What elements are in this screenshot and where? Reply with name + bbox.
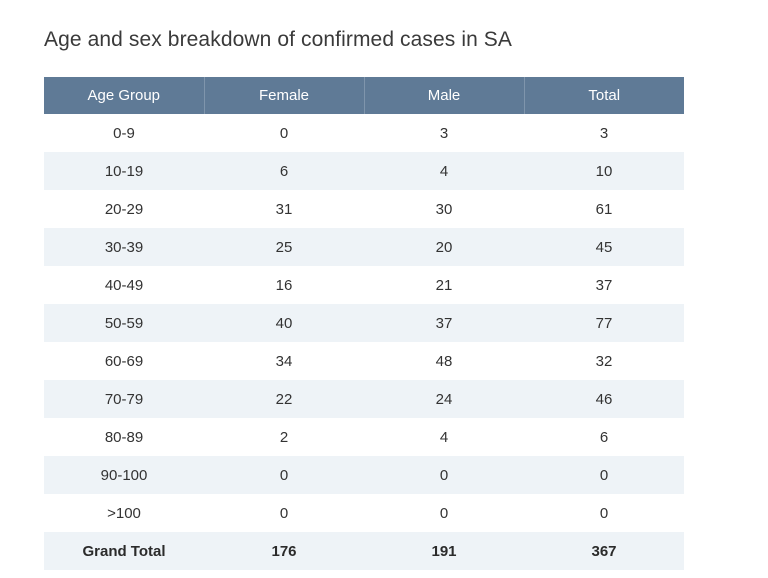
column-header-age-group: Age Group [44, 77, 205, 114]
male-cell: 0 [439, 504, 449, 522]
age-group-cell: 50-59 [44, 304, 204, 342]
total-cell: 32 [595, 352, 613, 370]
female-cell: 25 [204, 228, 364, 266]
age-group-cell: 80-89 [104, 428, 144, 446]
column-header-male: Male [364, 77, 525, 114]
table-row: 70-79 22 24 46 [44, 380, 684, 418]
grand-total-total: 367 [524, 532, 684, 570]
table-row: 50-59 40 37 77 [44, 304, 684, 342]
total-cell: 45 [524, 228, 684, 266]
table-row: 90-100 0 0 0 [44, 456, 684, 494]
total-cell: 77 [524, 304, 684, 342]
age-group-cell: 10-19 [44, 152, 204, 190]
female-cell: 0 [279, 124, 289, 142]
table-row: 0-9 0 3 3 [44, 114, 684, 152]
male-cell: 21 [435, 276, 453, 294]
total-cell: 6 [599, 428, 609, 446]
female-cell: 2 [279, 428, 289, 446]
male-cell: 0 [364, 456, 524, 494]
column-header-total: Total [524, 77, 684, 114]
male-cell: 3 [439, 124, 449, 142]
table-header: Age Group Female Male Total [44, 77, 684, 114]
table-row: 20-29 31 30 61 [44, 190, 684, 228]
table-body: 0-9 0 3 3 10-19 6 4 10 20-29 31 30 61 30… [44, 114, 684, 570]
male-cell: 24 [364, 380, 524, 418]
male-cell: 30 [435, 200, 453, 218]
total-cell: 10 [524, 152, 684, 190]
age-group-cell: 0-9 [113, 124, 135, 142]
total-cell: 0 [599, 504, 609, 522]
age-group-cell: 70-79 [44, 380, 204, 418]
male-cell: 4 [439, 428, 449, 446]
grand-total-female: 176 [204, 532, 364, 570]
male-cell: 4 [364, 152, 524, 190]
table-row: 80-89 2 4 6 [44, 418, 684, 456]
age-group-cell: >100 [107, 504, 141, 522]
female-cell: 34 [275, 352, 293, 370]
total-cell: 0 [524, 456, 684, 494]
female-cell: 16 [275, 276, 293, 294]
table-row: 30-39 25 20 45 [44, 228, 684, 266]
total-cell: 46 [524, 380, 684, 418]
age-group-cell: 60-69 [104, 352, 144, 370]
chart-title: Age and sex breakdown of confirmed cases… [44, 28, 513, 51]
header-row: Age Group Female Male Total [44, 77, 684, 114]
grand-total-label: Grand Total [44, 532, 204, 570]
age-group-cell: 20-29 [104, 200, 144, 218]
table-row: 60-69 34 48 32 [44, 342, 684, 380]
age-group-cell: 40-49 [104, 276, 144, 294]
age-group-cell: 30-39 [44, 228, 204, 266]
female-cell: 0 [279, 504, 289, 522]
cases-table: Age Group Female Male Total 0-9 0 3 3 10… [44, 77, 684, 570]
age-group-cell: 90-100 [44, 456, 204, 494]
female-cell: 31 [275, 200, 293, 218]
female-cell: 40 [204, 304, 364, 342]
table-row: >100 0 0 0 [44, 494, 684, 532]
male-cell: 37 [364, 304, 524, 342]
table-row: 10-19 6 4 10 [44, 152, 684, 190]
total-cell: 61 [595, 200, 613, 218]
grand-total-male: 191 [364, 532, 524, 570]
table-row: 40-49 16 21 37 [44, 266, 684, 304]
total-cell: 37 [595, 276, 613, 294]
female-cell: 22 [204, 380, 364, 418]
female-cell: 0 [204, 456, 364, 494]
total-cell: 3 [599, 124, 609, 142]
male-cell: 20 [364, 228, 524, 266]
female-cell: 6 [204, 152, 364, 190]
male-cell: 48 [435, 352, 453, 370]
column-header-female: Female [204, 77, 365, 114]
grand-total-row: Grand Total 176 191 367 [44, 532, 684, 570]
